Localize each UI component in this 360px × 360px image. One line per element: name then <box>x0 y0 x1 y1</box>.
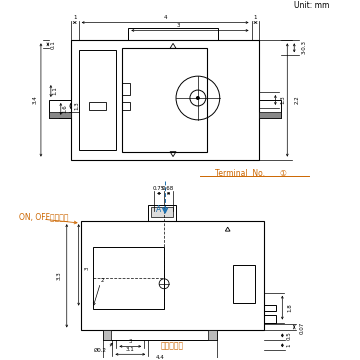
Text: 3: 3 <box>129 339 132 344</box>
Bar <box>103 330 112 341</box>
Text: Terminal  No.: Terminal No. <box>215 169 265 178</box>
Text: 0.75: 0.75 <box>153 186 165 191</box>
Bar <box>233 265 255 303</box>
Text: 1.8: 1.8 <box>288 303 293 312</box>
Bar <box>260 112 281 118</box>
Text: 2.2: 2.2 <box>295 96 300 104</box>
Text: 1: 1 <box>73 15 76 20</box>
Bar <box>81 221 265 330</box>
Text: Ø0.2: Ø0.2 <box>94 348 107 353</box>
Text: 3.3: 3.3 <box>56 271 61 280</box>
Text: 1: 1 <box>254 15 257 20</box>
Text: 3·0.3: 3·0.3 <box>302 40 307 54</box>
Text: 0.68: 0.68 <box>162 186 174 191</box>
Bar <box>148 205 176 221</box>
Bar <box>265 315 276 323</box>
Bar <box>71 40 260 159</box>
Text: ①: ① <box>279 169 286 178</box>
Bar <box>151 207 173 217</box>
Text: 3: 3 <box>84 266 89 270</box>
Bar <box>122 83 130 95</box>
Text: Unit: mm: Unit: mm <box>294 1 330 10</box>
Text: 0.07: 0.07 <box>300 321 305 334</box>
Text: 1.1: 1.1 <box>52 87 57 95</box>
Text: 4.4: 4.4 <box>156 355 165 360</box>
Text: 0.5: 0.5 <box>287 331 292 340</box>
Text: A: A <box>156 205 161 214</box>
Bar <box>122 48 207 152</box>
Text: 3: 3 <box>176 23 180 28</box>
Bar <box>79 50 116 150</box>
Text: 2: 2 <box>101 278 104 283</box>
Bar <box>129 28 218 40</box>
Text: 3.4: 3.4 <box>32 96 37 104</box>
Text: 全行程位置: 全行程位置 <box>161 342 184 351</box>
Bar <box>89 102 107 110</box>
Text: 1: 1 <box>287 343 292 347</box>
Text: 0.1: 0.1 <box>50 40 55 49</box>
Bar <box>49 112 71 118</box>
Bar <box>265 305 276 311</box>
Text: 4: 4 <box>163 15 167 20</box>
Text: 1.6: 1.6 <box>62 104 67 113</box>
Text: 1.3: 1.3 <box>74 102 79 110</box>
Text: 3.1: 3.1 <box>126 347 135 352</box>
Bar <box>208 330 217 341</box>
Bar <box>49 100 71 118</box>
Bar <box>103 330 217 341</box>
Bar <box>122 102 130 110</box>
Bar <box>260 100 281 118</box>
Bar <box>93 247 164 309</box>
Text: 1.3: 1.3 <box>281 96 286 104</box>
Text: ON, OFF初始位置: ON, OFF初始位置 <box>19 213 68 222</box>
Circle shape <box>196 96 200 100</box>
